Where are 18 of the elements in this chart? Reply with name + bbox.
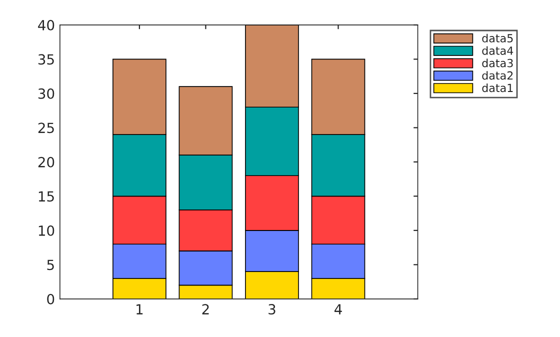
- x-tick-label: 4: [334, 304, 342, 314]
- legend-label: data5: [482, 34, 513, 42]
- y-tick-label: 40: [38, 20, 54, 30]
- y-tick-label: 10: [38, 225, 54, 236]
- y-tick-label: 25: [38, 122, 54, 134]
- legend-label: data2: [482, 71, 513, 80]
- x-tick-label: 2: [202, 304, 209, 314]
- x-tick-label: 1: [136, 304, 143, 314]
- legend-label: data4: [482, 46, 514, 55]
- legend-label: data1: [482, 84, 513, 92]
- y-tick-label: 0: [47, 294, 54, 304]
- legend-label: data3: [482, 58, 513, 68]
- x-tick-label: 3: [268, 304, 276, 315]
- y-tick-label: 30: [38, 88, 54, 99]
- y-tick-label: 15: [38, 191, 54, 202]
- y-tick-label: 5: [47, 260, 54, 270]
- y-tick-label: 20: [38, 156, 54, 168]
- y-tick-label: 35: [38, 54, 54, 65]
